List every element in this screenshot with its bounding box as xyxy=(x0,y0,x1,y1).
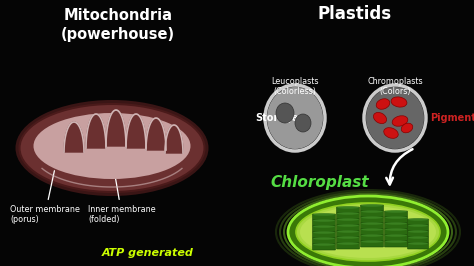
Ellipse shape xyxy=(401,123,413,133)
Ellipse shape xyxy=(16,100,209,196)
FancyBboxPatch shape xyxy=(384,211,408,217)
Ellipse shape xyxy=(337,224,359,227)
Ellipse shape xyxy=(337,242,359,245)
FancyBboxPatch shape xyxy=(337,213,359,219)
Polygon shape xyxy=(86,114,106,148)
Text: Storage: Storage xyxy=(255,113,298,123)
Ellipse shape xyxy=(385,216,407,219)
FancyBboxPatch shape xyxy=(384,217,408,223)
FancyBboxPatch shape xyxy=(361,235,383,241)
Text: Leucoplasts
(Colorless): Leucoplasts (Colorless) xyxy=(271,77,319,96)
Ellipse shape xyxy=(313,231,335,234)
FancyBboxPatch shape xyxy=(312,214,336,220)
Ellipse shape xyxy=(408,236,428,239)
Ellipse shape xyxy=(267,87,323,149)
FancyBboxPatch shape xyxy=(361,229,383,235)
FancyBboxPatch shape xyxy=(312,220,336,226)
FancyBboxPatch shape xyxy=(337,207,359,213)
Ellipse shape xyxy=(361,228,383,231)
Ellipse shape xyxy=(361,204,383,207)
Ellipse shape xyxy=(295,114,311,132)
FancyBboxPatch shape xyxy=(361,211,383,217)
Ellipse shape xyxy=(384,128,398,138)
FancyBboxPatch shape xyxy=(408,219,428,225)
Ellipse shape xyxy=(408,230,428,233)
FancyBboxPatch shape xyxy=(312,226,336,232)
Ellipse shape xyxy=(366,87,424,149)
Ellipse shape xyxy=(385,240,407,243)
Ellipse shape xyxy=(296,203,440,261)
Polygon shape xyxy=(106,110,126,146)
Ellipse shape xyxy=(361,222,383,225)
FancyBboxPatch shape xyxy=(361,217,383,223)
Text: Inner membrane
(folded): Inner membrane (folded) xyxy=(88,161,155,225)
Ellipse shape xyxy=(361,234,383,237)
Ellipse shape xyxy=(361,240,383,243)
FancyBboxPatch shape xyxy=(337,231,359,237)
Ellipse shape xyxy=(361,216,383,219)
FancyBboxPatch shape xyxy=(337,237,359,243)
Text: Outer membrane
(porus): Outer membrane (porus) xyxy=(10,171,80,225)
Text: Chloroplast: Chloroplast xyxy=(271,175,369,190)
FancyBboxPatch shape xyxy=(312,232,336,238)
FancyBboxPatch shape xyxy=(408,231,428,237)
Polygon shape xyxy=(126,114,146,148)
Text: Mitochondria
(powerhouse): Mitochondria (powerhouse) xyxy=(61,8,175,41)
Text: Pigment.: Pigment. xyxy=(430,113,474,123)
Polygon shape xyxy=(146,118,166,150)
Ellipse shape xyxy=(313,243,335,246)
Ellipse shape xyxy=(337,230,359,233)
FancyBboxPatch shape xyxy=(337,225,359,231)
Ellipse shape xyxy=(276,103,294,123)
Ellipse shape xyxy=(385,222,407,225)
Ellipse shape xyxy=(385,210,407,213)
FancyBboxPatch shape xyxy=(384,241,408,247)
Ellipse shape xyxy=(376,99,390,109)
FancyBboxPatch shape xyxy=(384,223,408,229)
FancyBboxPatch shape xyxy=(312,244,336,250)
FancyBboxPatch shape xyxy=(337,243,359,249)
FancyBboxPatch shape xyxy=(384,235,408,241)
FancyBboxPatch shape xyxy=(361,205,383,211)
Text: Plastids: Plastids xyxy=(318,5,392,23)
Ellipse shape xyxy=(392,116,408,126)
Ellipse shape xyxy=(408,242,428,245)
Ellipse shape xyxy=(337,206,359,209)
Polygon shape xyxy=(165,125,183,153)
Text: ATP generated: ATP generated xyxy=(102,248,194,258)
Ellipse shape xyxy=(337,218,359,221)
FancyBboxPatch shape xyxy=(361,241,383,247)
FancyBboxPatch shape xyxy=(384,229,408,235)
Ellipse shape xyxy=(300,206,436,258)
Ellipse shape xyxy=(374,113,387,124)
Ellipse shape xyxy=(313,219,335,222)
FancyBboxPatch shape xyxy=(408,243,428,249)
FancyBboxPatch shape xyxy=(408,237,428,243)
Polygon shape xyxy=(64,122,84,152)
Ellipse shape xyxy=(34,113,191,179)
Ellipse shape xyxy=(361,210,383,213)
Ellipse shape xyxy=(288,196,448,266)
Text: Chromoplasts
(Colors): Chromoplasts (Colors) xyxy=(367,77,423,96)
Ellipse shape xyxy=(313,213,335,216)
Ellipse shape xyxy=(19,104,204,192)
FancyBboxPatch shape xyxy=(312,238,336,244)
Ellipse shape xyxy=(385,234,407,237)
Ellipse shape xyxy=(391,97,407,107)
Ellipse shape xyxy=(408,224,428,227)
FancyBboxPatch shape xyxy=(337,219,359,225)
Ellipse shape xyxy=(337,212,359,215)
Ellipse shape xyxy=(385,228,407,231)
FancyBboxPatch shape xyxy=(361,223,383,229)
Ellipse shape xyxy=(337,236,359,239)
Ellipse shape xyxy=(313,225,335,228)
FancyBboxPatch shape xyxy=(408,225,428,231)
Ellipse shape xyxy=(313,237,335,240)
Ellipse shape xyxy=(408,218,428,221)
